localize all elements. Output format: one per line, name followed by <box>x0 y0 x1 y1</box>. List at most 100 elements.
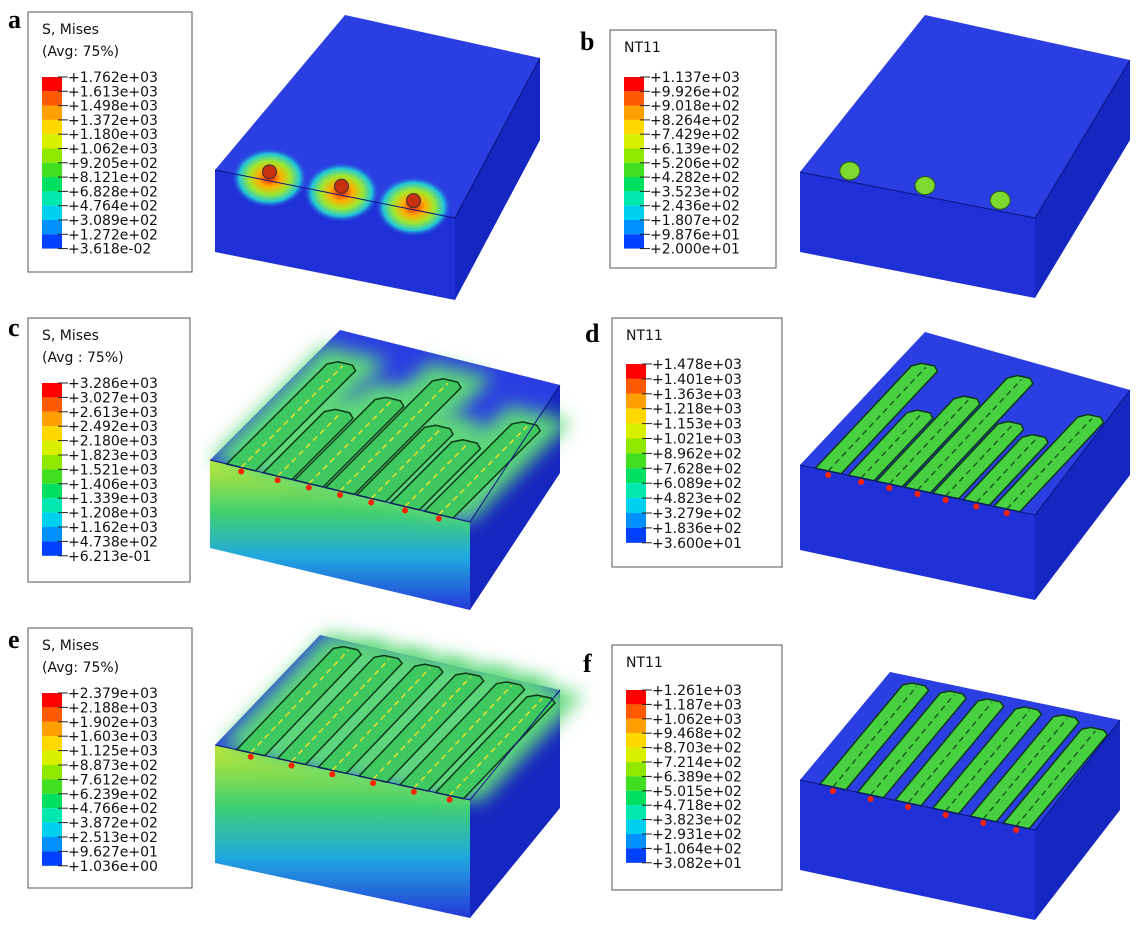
colorbar-segment <box>42 441 62 455</box>
colorbar-segment <box>624 163 644 177</box>
legend-subtitle: (Avg : 75%) <box>42 350 124 366</box>
colorbar-segment <box>626 690 646 704</box>
colorbar-segment <box>42 91 62 105</box>
colorbar-label: +6.213e-01 <box>68 549 151 565</box>
legend-title: S, Mises <box>42 22 99 38</box>
colorbar-label: +3.618e-02 <box>68 242 151 258</box>
colorbar-segment <box>42 163 62 177</box>
colorbar-segment <box>626 483 646 498</box>
colorbar-segment <box>626 805 646 819</box>
colorbar-label: +2.000e+01 <box>650 242 740 258</box>
colorbar-segment <box>42 498 62 512</box>
legend-title: S, Mises <box>42 638 99 654</box>
colorbar-segment <box>624 91 644 105</box>
figure: aS, Mises(Avg: 75%)+1.762e+03+1.613e+03+… <box>0 0 1137 927</box>
legend-title: S, Mises <box>42 328 99 344</box>
colorbar-segment <box>42 527 62 541</box>
track-root <box>411 789 417 795</box>
colorbar-label: +3.600e+01 <box>652 536 742 552</box>
colorbar-label: +1.036e+00 <box>68 859 158 875</box>
colorbar-label: +8.962e+02 <box>652 446 742 462</box>
colorbar-segment <box>624 234 644 248</box>
model-render <box>800 332 1130 600</box>
colorbar-label: +7.628e+02 <box>652 461 742 477</box>
colorbar-segment <box>626 704 646 718</box>
colorbar-segment <box>626 453 646 468</box>
colorbar-segment <box>42 220 62 234</box>
legend-title: NT11 <box>626 655 663 671</box>
colorbar-segment <box>42 149 62 163</box>
colorbar-segment <box>42 234 62 248</box>
colorbar-segment <box>42 412 62 426</box>
colorbar-segment <box>42 794 62 808</box>
colorbar-label: +1.401e+03 <box>652 372 742 388</box>
bead <box>840 162 860 180</box>
colorbar-label: +1.478e+03 <box>652 357 742 373</box>
colorbar-label: +1.218e+03 <box>652 402 742 418</box>
colorbar-segment <box>42 779 62 793</box>
colorbar-segment <box>42 383 62 397</box>
panel-label: f <box>583 649 592 678</box>
colorbar-segment <box>626 834 646 848</box>
colorbar-label: +1.021e+03 <box>652 432 742 448</box>
colorbar-segment <box>626 498 646 513</box>
colorbar-segment <box>626 394 646 409</box>
colorbar-segment <box>42 693 62 707</box>
track-root <box>858 479 864 485</box>
track-root <box>436 516 442 522</box>
colorbar-segment <box>624 177 644 191</box>
bead <box>990 191 1010 209</box>
legend-subtitle: (Avg: 75%) <box>42 660 119 676</box>
colorbar-segment <box>626 424 646 439</box>
panel-label: b <box>580 27 594 56</box>
colorbar-segment <box>626 409 646 424</box>
colorbar-segment <box>42 722 62 736</box>
colorbar-segment <box>624 220 644 234</box>
colorbar-segment <box>42 106 62 120</box>
colorbar-segment <box>42 751 62 765</box>
track-root <box>1004 510 1010 516</box>
panel-label: c <box>8 313 20 342</box>
colorbar-segment <box>624 106 644 120</box>
panel-label: e <box>8 625 20 654</box>
legend-title: NT11 <box>624 40 661 56</box>
track-root <box>370 780 376 786</box>
model-render <box>800 15 1130 298</box>
track-root <box>973 504 979 510</box>
colorbar-segment <box>42 823 62 837</box>
colorbar-segment <box>42 484 62 498</box>
track-root <box>248 754 254 760</box>
colorbar-label: +4.823e+02 <box>652 491 742 507</box>
track-root <box>447 797 453 803</box>
colorbar-segment <box>626 733 646 747</box>
track-root <box>980 820 986 826</box>
panel: aS, Mises(Avg: 75%)+1.762e+03+1.613e+03+… <box>8 5 540 300</box>
colorbar-segment <box>624 77 644 91</box>
track-root <box>306 485 312 491</box>
track-root <box>825 472 831 478</box>
colorbar-segment <box>42 134 62 148</box>
track-root <box>275 477 281 483</box>
colorbar-segment <box>42 426 62 440</box>
colorbar-segment <box>42 120 62 134</box>
track-root <box>289 763 295 769</box>
model-render <box>210 330 572 610</box>
colorbar-segment <box>624 134 644 148</box>
colorbar-segment <box>624 191 644 205</box>
track-root <box>1013 827 1019 833</box>
track-root <box>915 491 921 497</box>
panel: cS, Mises(Avg : 75%)+3.286e+03+3.027e+03… <box>8 313 572 610</box>
colorbar-segment <box>42 191 62 205</box>
track-root <box>905 804 911 810</box>
track-root <box>368 499 374 505</box>
bead <box>915 177 935 195</box>
colorbar-segment <box>626 528 646 543</box>
colorbar-segment <box>42 541 62 555</box>
colorbar-segment <box>626 820 646 834</box>
colorbar-segment <box>626 762 646 776</box>
bead <box>407 194 421 208</box>
colorbar-label: +1.363e+03 <box>652 387 742 403</box>
